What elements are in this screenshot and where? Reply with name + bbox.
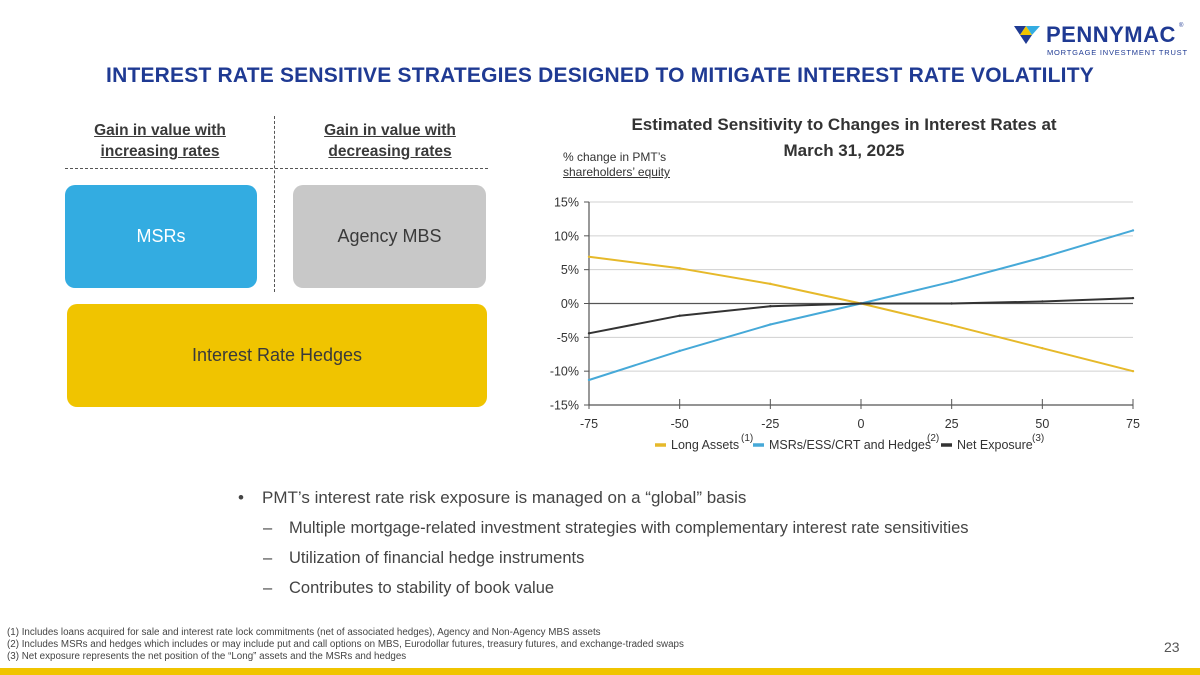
bullet-list: • PMT’s interest rate risk exposure is m… <box>238 487 1138 607</box>
legend-superscript: (1) <box>741 433 753 444</box>
bullet-sub: – Multiple mortgage-related investment s… <box>238 517 1138 547</box>
bottom-accent-bar <box>0 668 1200 675</box>
y-tick-label: 5% <box>561 263 579 277</box>
horizontal-divider <box>65 168 488 169</box>
bullet-sub: – Contributes to stability of book value <box>238 577 1138 607</box>
data-point <box>769 305 772 308</box>
data-point <box>587 378 591 382</box>
y-axis-label-line2: shareholders’ equity <box>563 165 670 179</box>
chart-title-line2: March 31, 2025 <box>783 141 905 160</box>
y-tick-label: 15% <box>554 196 579 210</box>
data-point <box>587 332 591 335</box>
data-point <box>950 280 953 284</box>
bullet-dot: • <box>238 488 244 507</box>
interest-rate-hedges-box: Interest Rate Hedges <box>67 304 487 407</box>
data-point <box>1041 300 1044 303</box>
data-point <box>678 267 681 270</box>
legend-label: Long Assets <box>671 438 739 452</box>
data-point <box>1131 296 1135 300</box>
chart-title: Estimated Sensitivity to Changes in Inte… <box>580 112 1108 164</box>
x-tick-label: -75 <box>580 417 598 431</box>
data-point <box>769 323 772 326</box>
data-point <box>678 349 681 353</box>
logo-subtitle: MORTGAGE INVESTMENT TRUST <box>1047 48 1188 57</box>
data-point <box>678 314 681 317</box>
footnotes: (1) Includes loans acquired for sale and… <box>7 627 684 663</box>
data-point <box>1131 229 1135 232</box>
msrs-box: MSRs <box>65 185 257 288</box>
increasing-rates-header: Gain in value with increasing rates <box>94 122 226 160</box>
decreasing-rates-header: Gain in value with decreasing rates <box>324 122 456 160</box>
x-tick-label: 0 <box>858 417 865 431</box>
y-tick-label: -10% <box>550 365 579 379</box>
footnote: (2) Includes MSRs and hedges which inclu… <box>7 639 684 650</box>
x-tick-label: 75 <box>1126 417 1140 431</box>
footnote: (1) Includes loans acquired for sale and… <box>7 627 601 638</box>
legend-label: Net Exposure <box>957 438 1033 452</box>
bullet-sub-text: Utilization of financial hedge instrumen… <box>289 549 585 567</box>
page-title: INTEREST RATE SENSITIVE STRATEGIES DESIG… <box>106 64 1094 87</box>
data-point <box>587 255 591 259</box>
x-tick-label: -50 <box>671 417 689 431</box>
bullet-sub: – Utilization of financial hedge instrum… <box>238 547 1138 577</box>
footnote: (3) Net exposure represents the net posi… <box>7 651 407 662</box>
x-tick-label: -25 <box>761 417 779 431</box>
y-tick-label: -15% <box>550 399 579 413</box>
logo-registered-mark: ® <box>1179 23 1184 29</box>
bullet-main-text: PMT’s interest rate risk exposure is man… <box>262 488 747 507</box>
data-point <box>1131 369 1135 373</box>
legend-superscript: (3) <box>1032 433 1044 444</box>
data-point <box>950 302 953 305</box>
legend-label: MSRs/ESS/CRT and Hedges <box>769 438 931 452</box>
bullet-sub-text: Contributes to stability of book value <box>289 579 555 597</box>
vertical-divider <box>274 116 275 292</box>
page-number: 23 <box>1164 639 1180 655</box>
bullet-dash: – <box>263 549 273 567</box>
bullet-dash: – <box>263 519 273 537</box>
data-point <box>1041 256 1044 259</box>
series-line-1 <box>588 229 1134 381</box>
logo-mark-icon <box>1014 26 1040 44</box>
company-logo: PENNYMAC ® MORTGAGE INVESTMENT TRUST <box>1014 22 1188 66</box>
x-tick-label: 50 <box>1035 417 1049 431</box>
y-tick-label: 0% <box>561 297 579 311</box>
legend-superscript: (2) <box>927 433 939 444</box>
bullet-dash: – <box>263 579 273 597</box>
data-point <box>769 282 772 286</box>
y-axis-label-line1: % change in PMT’s <box>563 150 667 164</box>
x-tick-label: 25 <box>945 417 959 431</box>
chart-title-line1: Estimated Sensitivity to Changes in Inte… <box>631 115 1057 134</box>
y-axis-label: % change in PMT’s shareholders’ equity <box>563 150 670 180</box>
data-point <box>859 302 863 305</box>
agency-mbs-box: Agency MBS <box>293 185 486 288</box>
data-point <box>1041 346 1044 350</box>
bullet-sub-text: Multiple mortgage-related investment str… <box>289 519 969 537</box>
y-tick-label: 10% <box>554 229 579 243</box>
bullet-main: • PMT’s interest rate risk exposure is m… <box>238 487 1138 517</box>
y-tick-label: -5% <box>557 331 579 345</box>
data-point <box>950 323 953 327</box>
logo-name: PENNYMAC <box>1046 22 1176 47</box>
